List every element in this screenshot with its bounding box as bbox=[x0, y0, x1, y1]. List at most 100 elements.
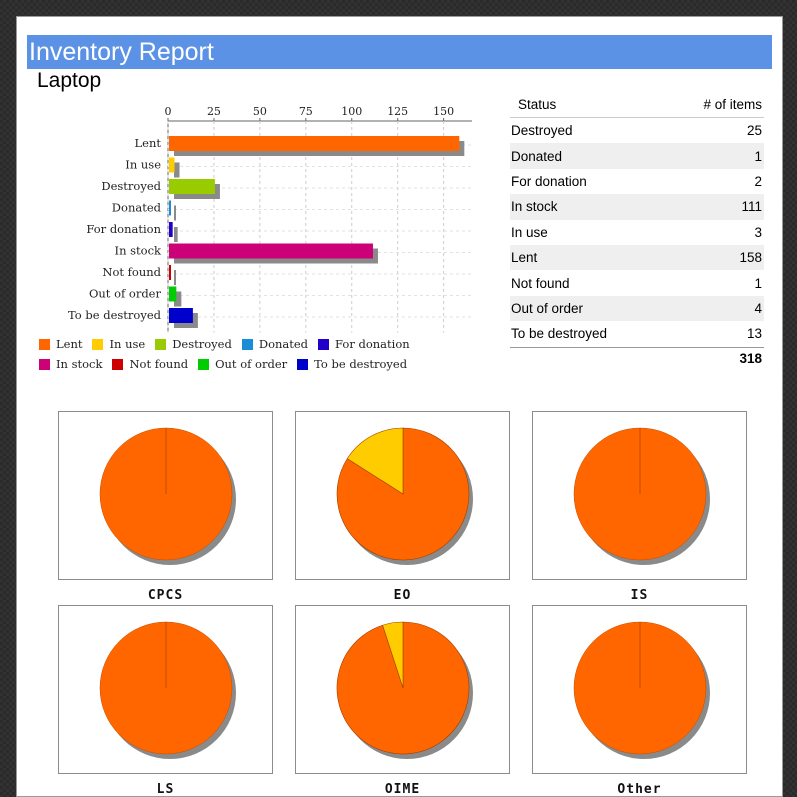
row-count: 3 bbox=[754, 224, 762, 240]
legend-item: Donated bbox=[241, 337, 309, 351]
legend-item: In stock bbox=[39, 357, 102, 371]
category-label: In use bbox=[125, 158, 161, 172]
legend-label: Lent bbox=[56, 337, 83, 351]
legend-label: Not found bbox=[129, 357, 189, 371]
legend-swatch bbox=[39, 338, 50, 350]
row-count: 13 bbox=[746, 326, 762, 342]
status-table: Status # of items Destroyed 25 Donated 1 F… bbox=[510, 92, 764, 370]
category-label: Donated bbox=[112, 201, 162, 215]
x-tick-label: 125 bbox=[387, 105, 408, 118]
category-label: Destroyed bbox=[101, 179, 161, 193]
bar bbox=[169, 136, 460, 151]
row-status: Lent bbox=[510, 244, 659, 271]
pie-chart-oime bbox=[295, 605, 510, 774]
legend-item: Destroyed bbox=[155, 337, 232, 351]
table-row: Destroyed 25 bbox=[510, 118, 764, 144]
status-bar-chart: 0 25 50 75 100 125 150 Lent In use Destroyed Donat… bbox=[68, 105, 472, 333]
pie-chart-title: CPCS bbox=[147, 588, 184, 603]
pie-chart-title: Other bbox=[617, 782, 662, 797]
bar bbox=[169, 243, 373, 259]
category-label: To be destroyed bbox=[68, 308, 162, 322]
row-status: Not found bbox=[511, 275, 570, 291]
x-tick-label: 25 bbox=[207, 105, 221, 118]
legend-swatch bbox=[39, 358, 50, 370]
row-count: 111 bbox=[658, 194, 764, 220]
category-label: Out of order bbox=[89, 287, 162, 301]
category-label: Not found bbox=[102, 265, 161, 279]
pie-chart-eo bbox=[295, 411, 510, 580]
legend-label: In stock bbox=[56, 357, 103, 371]
table-row: Lent 158 bbox=[510, 244, 764, 271]
legend-item: Out of order bbox=[198, 357, 287, 371]
pie-slice bbox=[346, 427, 404, 495]
row-count: 4 bbox=[658, 295, 764, 322]
row-count: 1 bbox=[658, 143, 764, 169]
legend-swatch bbox=[155, 338, 167, 350]
status-table-header: Status # of items bbox=[510, 92, 764, 118]
bar bbox=[169, 200, 171, 216]
bar bbox=[169, 286, 177, 302]
report-subtitle: Laptop bbox=[37, 69, 102, 92]
row-status: To be destroyed bbox=[511, 326, 608, 342]
legend-label: Destroyed bbox=[172, 337, 232, 351]
table-row: Not found 1 bbox=[510, 270, 764, 295]
x-tick-label: 100 bbox=[341, 105, 362, 118]
category-label: In stock bbox=[115, 244, 162, 258]
table-total-row: 318 bbox=[510, 346, 764, 370]
legend-item: For donation bbox=[318, 337, 410, 351]
legend-item: Lent bbox=[39, 337, 82, 351]
legend-swatch bbox=[241, 338, 253, 350]
row-status: For donation bbox=[511, 173, 587, 189]
legend-swatch bbox=[297, 358, 309, 370]
legend-item: To be destroyed bbox=[297, 357, 407, 371]
legend-swatch bbox=[112, 358, 124, 370]
table-row: For donation 2 bbox=[510, 169, 764, 194]
table-row: Out of order 4 bbox=[510, 295, 764, 322]
legend-label: In use bbox=[109, 337, 146, 351]
row-count: 25 bbox=[746, 123, 762, 139]
legend-label: For donation bbox=[335, 337, 410, 351]
report-title: Inventory Report bbox=[27, 35, 772, 69]
legend-item: Not found bbox=[112, 357, 188, 371]
header-status: Status bbox=[510, 92, 659, 118]
bar-shadow bbox=[174, 227, 178, 242]
category-label: For donation bbox=[86, 222, 161, 236]
pie-chart-cpcs bbox=[58, 411, 273, 580]
row-count: 158 bbox=[658, 244, 764, 271]
table-row: In use 3 bbox=[510, 220, 764, 245]
total-count: 318 bbox=[658, 346, 764, 370]
header-count: # of items bbox=[658, 92, 764, 118]
table-row: Donated 1 bbox=[510, 143, 764, 169]
category-label: Lent bbox=[135, 136, 162, 150]
row-status: Out of order bbox=[510, 295, 659, 322]
bar-shadow bbox=[174, 205, 176, 221]
bar bbox=[169, 157, 175, 173]
report-page: Inventory Report Laptop 0 25 50 75 100 125 150… bbox=[16, 16, 783, 797]
x-tick-label: 75 bbox=[299, 105, 313, 118]
bar bbox=[169, 222, 173, 237]
row-count: 2 bbox=[754, 173, 762, 189]
bar bbox=[169, 265, 171, 280]
legend-swatch bbox=[318, 338, 330, 350]
pie-chart-title: EO bbox=[393, 588, 412, 603]
legend-item: In use bbox=[92, 337, 145, 351]
row-status: In stock bbox=[510, 194, 659, 220]
x-tick-label: 50 bbox=[253, 105, 267, 118]
bar-shadow bbox=[174, 270, 176, 285]
legend-label: To be destroyed bbox=[314, 357, 408, 371]
legend-swatch bbox=[92, 338, 104, 350]
pie-chart-title: OIME bbox=[384, 782, 421, 797]
bar bbox=[169, 308, 193, 323]
x-tick-label: 150 bbox=[433, 105, 454, 118]
table-row: To be destroyed 13 bbox=[510, 321, 764, 347]
legend-label: Donated bbox=[258, 337, 309, 351]
row-status: In use bbox=[511, 224, 548, 240]
x-tick-label: 0 bbox=[165, 105, 172, 118]
pie-chart-title: LS bbox=[156, 782, 175, 797]
pie-chart-other bbox=[532, 605, 747, 774]
bar-chart-legend: Lent In use Destroyed Donated For donation In… bbox=[39, 337, 479, 371]
row-status: Donated bbox=[510, 143, 659, 169]
bar-shadow bbox=[174, 291, 182, 307]
pie-chart-title: IS bbox=[630, 588, 649, 603]
row-status: Destroyed bbox=[511, 123, 573, 139]
